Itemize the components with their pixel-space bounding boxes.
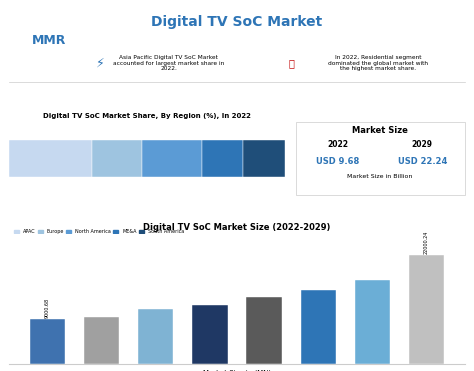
Text: 2029: 2029 [412,140,433,149]
Bar [244,140,285,177]
Text: Market Size: Market Size [352,126,408,135]
Bar [409,255,444,364]
Bar [192,305,228,364]
Bar [92,140,142,177]
Bar [138,309,173,364]
Text: USD 22.24: USD 22.24 [398,157,447,166]
X-axis label: Market Size in (MN): Market Size in (MN) [203,369,271,371]
Bar [9,140,92,177]
Bar [355,280,390,364]
Text: Market Size in Billion: Market Size in Billion [347,174,413,180]
Text: USD 9.68: USD 9.68 [316,157,360,166]
Text: 22000.24: 22000.24 [424,230,429,254]
Legend: APAC, Europe, North America, ME&A, South America: APAC, Europe, North America, ME&A, South… [12,227,186,236]
Title: Digital TV SoC Market Share, By Region (%), In 2022: Digital TV SoC Market Share, By Region (… [43,113,251,119]
Text: 2022: 2022 [328,140,348,149]
Text: In 2022, Residential segment
dominated the global market with
the highest market: In 2022, Residential segment dominated t… [328,55,428,71]
Title: Digital TV SoC Market Size (2022-2029): Digital TV SoC Market Size (2022-2029) [143,223,331,232]
Text: Asia Pacific Digital TV SoC Market
accounted for largest market share in
2022.: Asia Pacific Digital TV SoC Market accou… [113,55,224,71]
Bar [301,290,336,364]
Text: 9000.68: 9000.68 [45,298,50,318]
Text: ⚡: ⚡ [96,57,105,70]
Bar [142,140,202,177]
Bar [84,317,119,364]
Bar [246,297,282,364]
Text: Digital TV SoC Market: Digital TV SoC Market [151,15,323,29]
Bar [30,319,65,364]
Text: MMR: MMR [32,34,67,47]
Text: 🔥: 🔥 [289,58,294,68]
Bar [202,140,244,177]
